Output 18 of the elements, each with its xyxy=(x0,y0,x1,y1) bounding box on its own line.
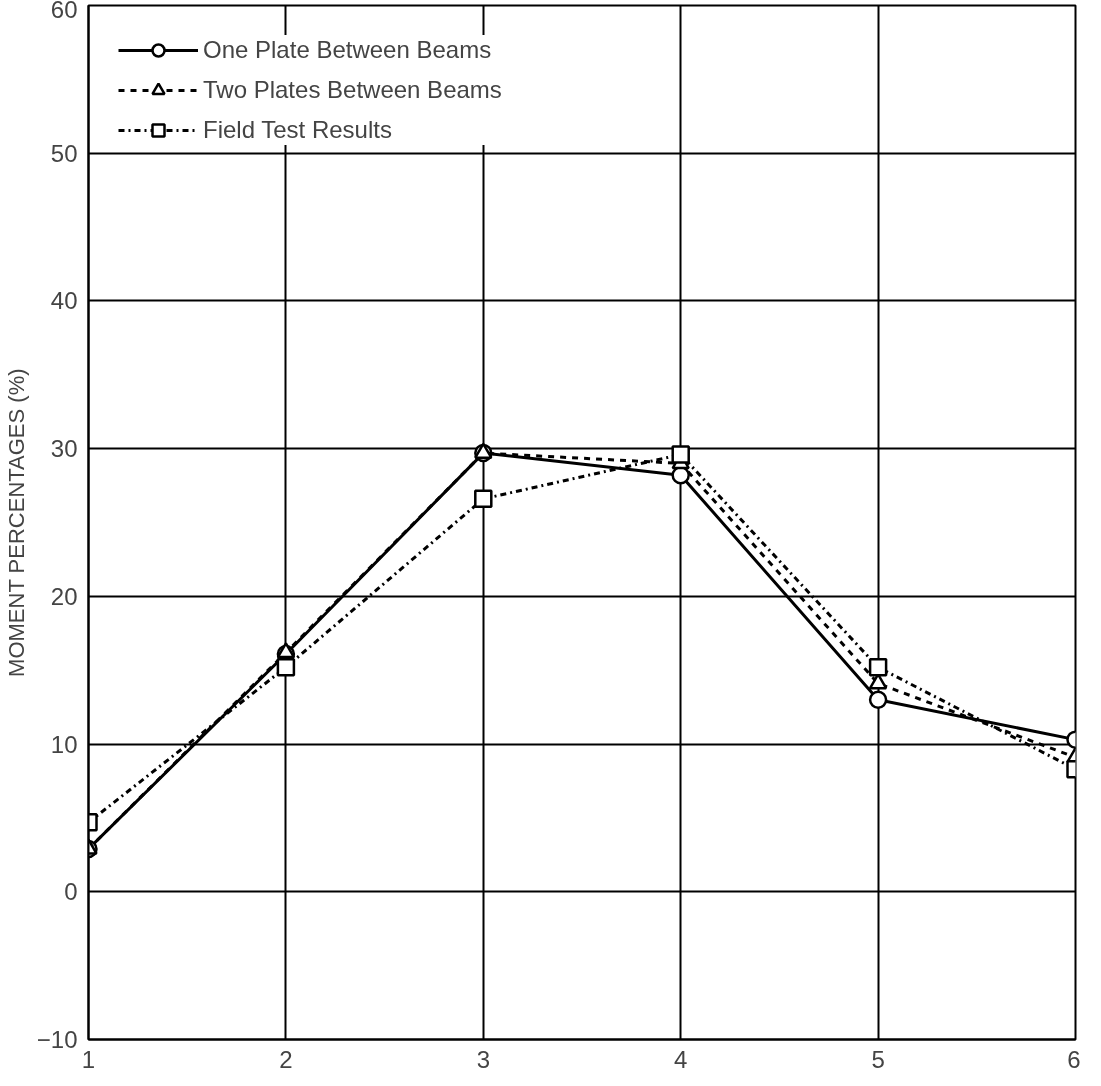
x-tick-label: 2 xyxy=(279,1045,293,1073)
legend-label: Field Test Results xyxy=(203,116,392,144)
legend-label: Two Plates Between Beams xyxy=(203,76,502,104)
y-tick-label: 20 xyxy=(50,582,78,610)
legend-label: One Plate Between Beams xyxy=(203,36,492,64)
y-tick-label: 40 xyxy=(50,287,78,315)
x-tick-label: 1 xyxy=(81,1045,96,1073)
x-tick-label: 6 xyxy=(1067,1045,1081,1073)
y-tick-label: 60 xyxy=(50,0,78,23)
x-tick-label: 4 xyxy=(674,1045,688,1073)
x-tick-label: 3 xyxy=(476,1045,490,1073)
x-tick-label: 5 xyxy=(871,1045,885,1073)
y-tick-label: 50 xyxy=(50,139,78,167)
y-axis-title: MOMENT PERCENTAGES (%) xyxy=(3,368,29,677)
y-tick-label: 0 xyxy=(64,878,78,906)
y-tick-label: 30 xyxy=(50,435,78,463)
y-tick-label: 10 xyxy=(50,730,78,758)
y-tick-label: −10 xyxy=(36,1026,78,1053)
